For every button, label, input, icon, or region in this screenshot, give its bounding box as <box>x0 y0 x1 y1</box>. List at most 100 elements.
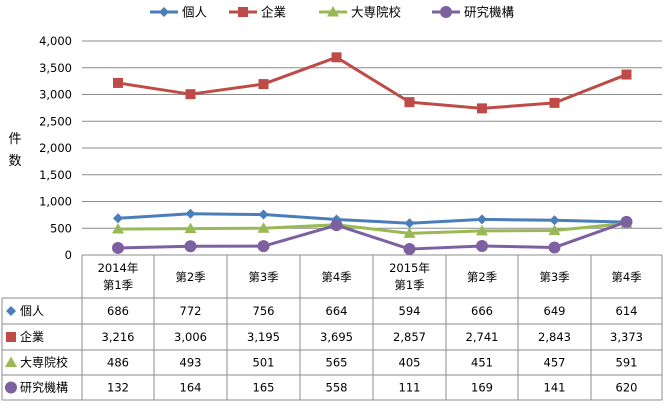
table-cell: 165 <box>253 381 275 395</box>
data-point <box>257 240 270 253</box>
legend-label: 企業 <box>261 5 287 20</box>
table-cell: 486 <box>107 356 129 370</box>
table-cell: 2,741 <box>466 330 499 344</box>
row-header: 研究機構 <box>20 380 68 395</box>
table-cell: 649 <box>544 304 566 318</box>
table-cell: 169 <box>471 381 493 395</box>
y-tick-label: 1,500 <box>39 168 72 182</box>
table-cell: 565 <box>326 356 348 370</box>
table-cell: 620 <box>616 381 638 395</box>
table-row: 個人 686 772 756 664 594 666 649 614 <box>6 304 637 318</box>
data-point <box>403 227 416 238</box>
table-cell: 591 <box>616 356 638 370</box>
category-label: 第1季 <box>103 278 134 292</box>
y-axis-ticks: 0 500 1,000 1,500 2,000 2,500 3,000 3,500 4,000 <box>39 34 72 262</box>
data-point <box>257 222 270 233</box>
table-cell: 457 <box>544 356 566 370</box>
data-point <box>258 209 269 220</box>
table-cell: 141 <box>544 381 566 395</box>
table-row: 大専院校 486 493 501 565 405 451 457 591 <box>5 355 637 370</box>
table-cell: 2,857 <box>393 330 426 344</box>
category-label: 第2季 <box>467 270 498 284</box>
data-point <box>330 219 343 232</box>
legend-item: 企業 <box>229 5 287 20</box>
table-cell: 756 <box>253 304 275 318</box>
legend-item: 個人 <box>150 5 208 20</box>
table-cell: 594 <box>399 304 421 318</box>
row-header: 個人 <box>20 304 44 318</box>
y-tick-label: 4,000 <box>39 34 72 48</box>
category-label: 第4季 <box>611 270 642 284</box>
table-cell: 3,695 <box>320 330 353 344</box>
table-cell: 2,843 <box>538 330 571 344</box>
table-cell: 132 <box>107 381 129 395</box>
table-cell: 493 <box>180 356 202 370</box>
table-cell: 666 <box>471 304 493 318</box>
data-point <box>548 224 561 236</box>
table-cell: 772 <box>180 304 202 318</box>
table-cell: 3,006 <box>174 330 207 344</box>
data-point <box>331 52 342 63</box>
y-tick-label: 3,000 <box>39 88 72 102</box>
data-point <box>113 213 123 224</box>
table-cell: 405 <box>399 356 421 370</box>
y-axis-label-char: 件 <box>8 132 21 147</box>
table-cell: 664 <box>326 304 348 318</box>
legend-marker <box>440 6 452 18</box>
data-point <box>404 97 415 108</box>
table-row: 研究機構 132 164 165 558 111 169 141 620 <box>5 380 637 395</box>
data-point <box>477 103 487 114</box>
data-point <box>185 89 196 100</box>
series-1 <box>113 208 632 229</box>
row-legend-key <box>5 381 17 394</box>
row-legend-key <box>6 332 16 342</box>
series-2 <box>113 52 632 114</box>
data-point <box>548 241 561 254</box>
row-legend-key <box>5 356 17 367</box>
series-line <box>117 220 628 251</box>
legend-label: 大専院校 <box>351 5 402 20</box>
y-tick-label: 2,000 <box>39 141 72 155</box>
y-tick-label: 0 <box>65 248 72 262</box>
row-header: 企業 <box>20 329 44 344</box>
series-line <box>117 221 627 235</box>
y-tick-label: 2,500 <box>39 114 72 128</box>
legend-marker <box>327 6 339 17</box>
data-point <box>185 208 196 219</box>
legend-item: 研究機構 <box>432 5 515 20</box>
table-cell: 3,373 <box>610 330 643 344</box>
table-cell: 3,216 <box>102 330 135 344</box>
data-point <box>620 215 633 228</box>
table-cell: 3,195 <box>247 330 280 344</box>
y-tick-label: 1,000 <box>39 195 72 209</box>
data-point <box>621 69 632 80</box>
series-4 <box>112 215 633 256</box>
category-label: 2014年 <box>98 261 139 275</box>
gridlines <box>82 40 662 256</box>
series-line <box>117 55 628 110</box>
data-point <box>184 240 197 253</box>
data-point <box>184 222 197 234</box>
table-cell: 614 <box>616 304 638 318</box>
data-point <box>477 214 487 225</box>
table-cell: 558 <box>326 381 348 395</box>
data-point <box>476 224 488 236</box>
table-cell: 501 <box>253 356 275 370</box>
row-header: 大専院校 <box>20 355 68 370</box>
table-cell: 164 <box>180 381 202 395</box>
y-axis-label: 件数 <box>8 132 21 169</box>
legend-marker <box>159 7 169 17</box>
series-line <box>117 212 627 225</box>
table-cell: 111 <box>399 381 421 395</box>
legend-label: 研究機構 <box>464 5 515 20</box>
data-point <box>112 241 124 254</box>
data-point <box>403 243 416 256</box>
plot-area <box>112 52 633 256</box>
data-point <box>549 215 560 226</box>
data-point <box>404 218 415 229</box>
data-point <box>549 97 560 108</box>
y-tick-label: 500 <box>50 221 72 235</box>
table-cell: 686 <box>107 304 129 318</box>
